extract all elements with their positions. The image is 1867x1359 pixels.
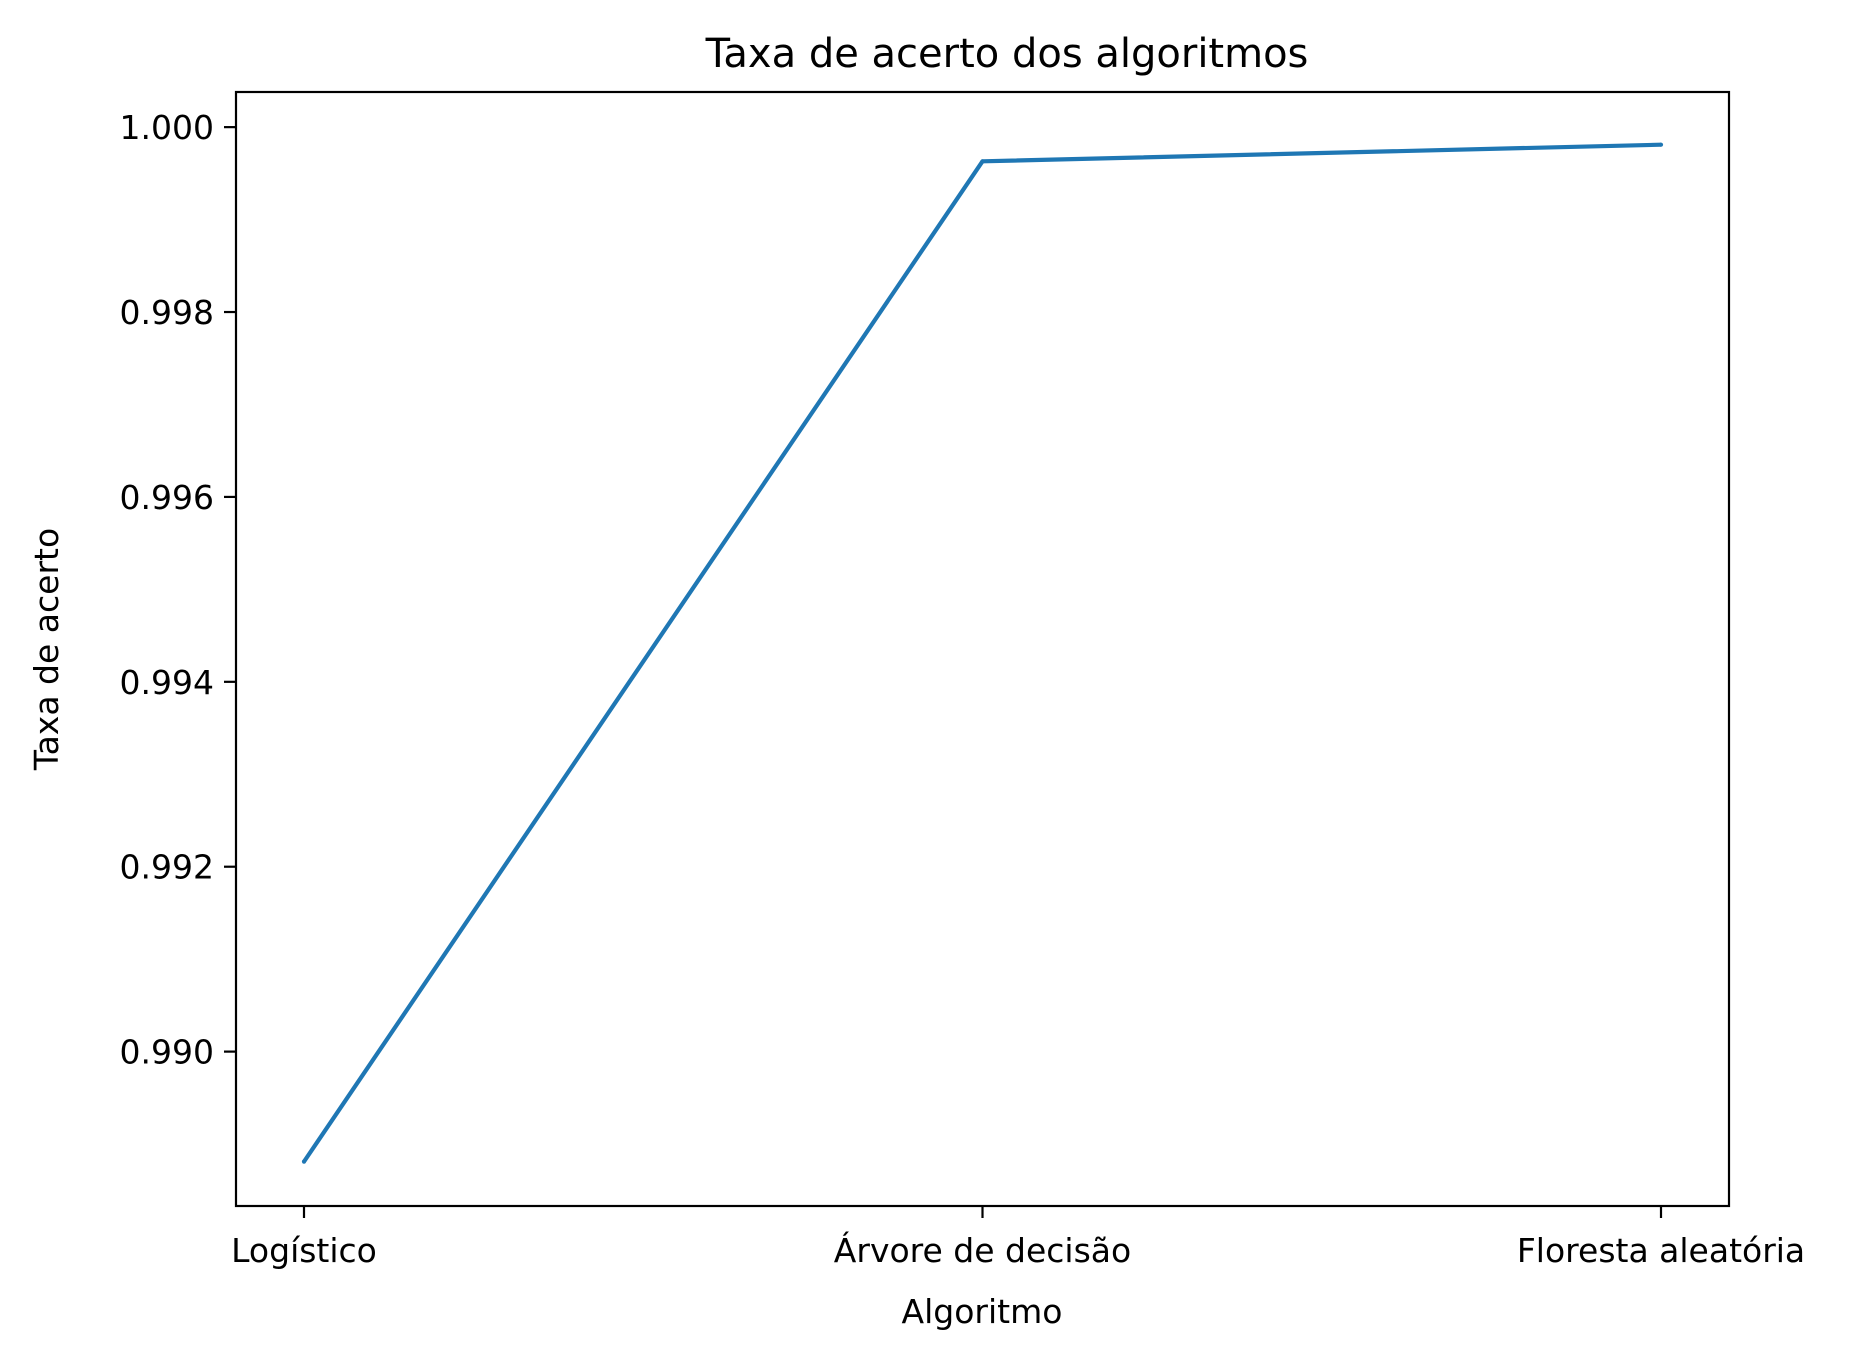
y-tick-label: 0.998 xyxy=(120,293,214,332)
chart-title: Taxa de acerto dos algoritmos xyxy=(705,31,1309,77)
y-tick-label: 0.990 xyxy=(120,1033,214,1072)
series-point xyxy=(1658,142,1664,147)
x-axis: Logístico Árvore de decisão Floresta aleat… xyxy=(231,1206,1805,1270)
y-axis: 0.990 0.992 0.994 0.996 0.998 1.000 xyxy=(120,108,236,1072)
y-tick-label: 0.994 xyxy=(120,663,214,702)
plot-area xyxy=(234,90,1731,1208)
x-tick-label: Árvore de decisão xyxy=(834,1230,1131,1270)
y-tick-label: 0.996 xyxy=(120,478,214,517)
x-tick-label: Logístico xyxy=(231,1231,377,1270)
y-tick-label: 0.992 xyxy=(120,848,214,887)
series-point xyxy=(980,159,985,164)
x-tick-label: Floresta aleatória xyxy=(1517,1231,1805,1270)
plot-background xyxy=(236,92,1729,1206)
y-tick-label: 1.000 xyxy=(120,108,214,147)
series-layer xyxy=(301,142,1664,1164)
x-axis-label: Algoritmo xyxy=(902,1292,1063,1331)
series-point xyxy=(301,1159,307,1164)
y-axis-label: Taxa de acerto xyxy=(27,528,66,771)
